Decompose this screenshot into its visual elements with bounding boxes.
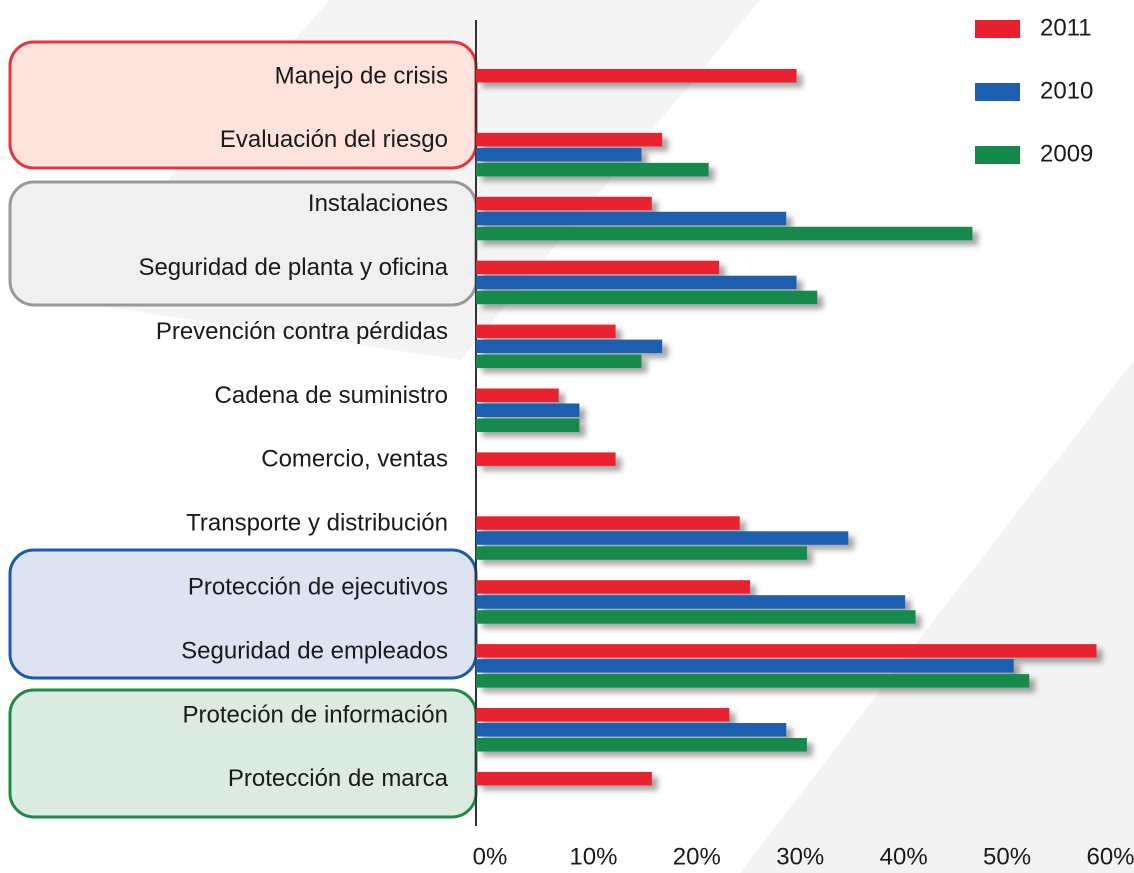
category-label: Instalaciones <box>308 190 448 217</box>
legend-label: 2011 <box>1040 14 1092 41</box>
bar <box>476 531 849 545</box>
bar <box>476 354 642 369</box>
x-tick-label: 40% <box>880 843 928 870</box>
bar <box>476 659 1014 673</box>
bar <box>476 211 787 226</box>
bar <box>476 546 807 560</box>
bar <box>476 644 1097 658</box>
category-label: Comercio, ventas <box>261 446 448 473</box>
legend-swatch <box>975 146 1020 164</box>
bar <box>476 339 663 354</box>
bar <box>476 290 818 305</box>
background-shape <box>740 360 1134 873</box>
category-label: Cadena de suministro <box>215 382 448 409</box>
bar <box>476 260 720 275</box>
x-tick-label: 30% <box>776 843 824 870</box>
bar <box>476 275 797 290</box>
category-label: Seguridad de planta y oficina <box>138 254 448 281</box>
bar <box>476 516 740 530</box>
x-tick-label: 0% <box>473 843 508 870</box>
legend-label: 2010 <box>1040 77 1093 104</box>
category-label: Proteción de información <box>183 701 448 728</box>
bar <box>476 708 730 722</box>
bar <box>476 147 642 162</box>
bar <box>476 723 787 737</box>
bar <box>476 674 1030 688</box>
category-label: Transporte y distribución <box>186 510 448 537</box>
bar <box>476 162 709 177</box>
category-label: Prevención contra pérdidas <box>156 318 448 345</box>
bar <box>476 418 580 432</box>
bar <box>476 452 616 466</box>
bar <box>476 324 616 339</box>
category-label: Evaluación del riesgo <box>220 126 448 153</box>
bar <box>476 388 559 402</box>
category-label: Protección de ejecutivos <box>188 574 448 601</box>
bar <box>476 196 652 211</box>
x-tick-label: 60% <box>1086 843 1134 870</box>
bar <box>476 738 807 752</box>
x-tick-label: 50% <box>983 843 1031 870</box>
bar <box>476 69 797 83</box>
legend-label: 2009 <box>1040 140 1093 167</box>
bar <box>476 580 751 594</box>
category-label: Protección de marca <box>228 765 449 792</box>
bar <box>476 771 652 786</box>
legend-swatch <box>975 83 1020 101</box>
bar <box>476 226 973 241</box>
bar <box>476 403 580 417</box>
category-label: Seguridad de empleados <box>181 637 448 664</box>
bar <box>476 132 663 147</box>
legend-swatch <box>975 20 1020 38</box>
x-tick-label: 20% <box>673 843 721 870</box>
x-tick-label: 10% <box>569 843 617 870</box>
bar <box>476 595 906 609</box>
category-label: Manejo de crisis <box>275 62 448 89</box>
bar <box>476 610 916 624</box>
